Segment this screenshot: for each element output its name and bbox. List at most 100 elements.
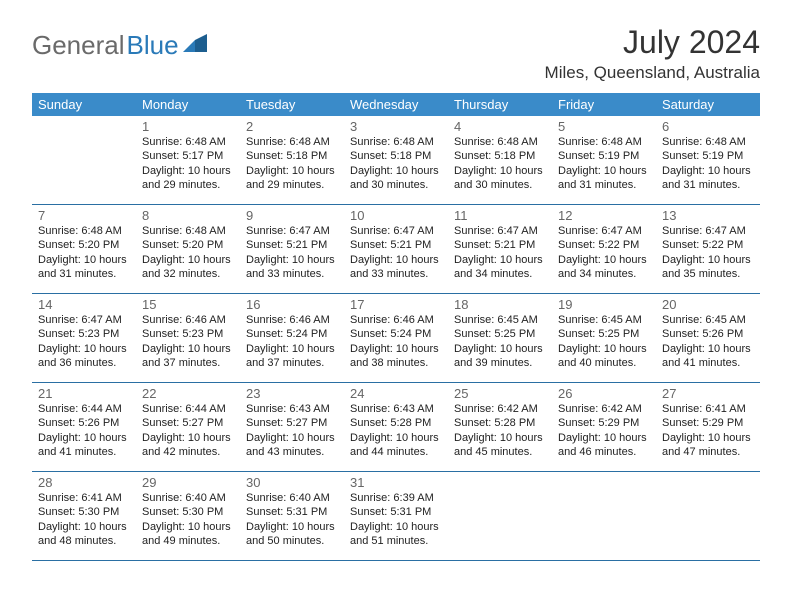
sunset-text: Sunset: 5:27 PM bbox=[142, 416, 234, 430]
sunrise-text: Sunrise: 6:40 AM bbox=[142, 491, 234, 505]
daylight-text: Daylight: 10 hours and 43 minutes. bbox=[246, 431, 338, 460]
sunset-text: Sunset: 5:23 PM bbox=[142, 327, 234, 341]
dayname-cell: Sunday bbox=[32, 93, 136, 116]
day-cell: 10Sunrise: 6:47 AMSunset: 5:21 PMDayligh… bbox=[344, 205, 448, 293]
daylight-text: Daylight: 10 hours and 37 minutes. bbox=[142, 342, 234, 371]
day-number: 9 bbox=[246, 208, 338, 223]
daylight-text: Daylight: 10 hours and 34 minutes. bbox=[454, 253, 546, 282]
sunset-text: Sunset: 5:23 PM bbox=[38, 327, 130, 341]
day-number: 17 bbox=[350, 297, 442, 312]
day-cell: 9Sunrise: 6:47 AMSunset: 5:21 PMDaylight… bbox=[240, 205, 344, 293]
sunset-text: Sunset: 5:17 PM bbox=[142, 149, 234, 163]
sunset-text: Sunset: 5:21 PM bbox=[246, 238, 338, 252]
day-number: 3 bbox=[350, 119, 442, 134]
sunrise-text: Sunrise: 6:40 AM bbox=[246, 491, 338, 505]
sunset-text: Sunset: 5:19 PM bbox=[662, 149, 754, 163]
week-row: 1Sunrise: 6:48 AMSunset: 5:17 PMDaylight… bbox=[32, 116, 760, 205]
day-number: 5 bbox=[558, 119, 650, 134]
sunrise-text: Sunrise: 6:48 AM bbox=[558, 135, 650, 149]
sunset-text: Sunset: 5:25 PM bbox=[454, 327, 546, 341]
daylight-text: Daylight: 10 hours and 32 minutes. bbox=[142, 253, 234, 282]
sunset-text: Sunset: 5:25 PM bbox=[558, 327, 650, 341]
daylight-text: Daylight: 10 hours and 48 minutes. bbox=[38, 520, 130, 549]
sunrise-text: Sunrise: 6:48 AM bbox=[454, 135, 546, 149]
sunset-text: Sunset: 5:31 PM bbox=[350, 505, 442, 519]
sunset-text: Sunset: 5:18 PM bbox=[350, 149, 442, 163]
sunrise-text: Sunrise: 6:48 AM bbox=[142, 224, 234, 238]
sunrise-text: Sunrise: 6:43 AM bbox=[350, 402, 442, 416]
day-cell: 15Sunrise: 6:46 AMSunset: 5:23 PMDayligh… bbox=[136, 294, 240, 382]
day-cell: 29Sunrise: 6:40 AMSunset: 5:30 PMDayligh… bbox=[136, 472, 240, 560]
day-number: 2 bbox=[246, 119, 338, 134]
sunrise-text: Sunrise: 6:45 AM bbox=[454, 313, 546, 327]
dayname-cell: Saturday bbox=[656, 93, 760, 116]
day-cell: 2Sunrise: 6:48 AMSunset: 5:18 PMDaylight… bbox=[240, 116, 344, 204]
day-number: 26 bbox=[558, 386, 650, 401]
sunrise-text: Sunrise: 6:42 AM bbox=[558, 402, 650, 416]
day-cell: 25Sunrise: 6:42 AMSunset: 5:28 PMDayligh… bbox=[448, 383, 552, 471]
location-text: Miles, Queensland, Australia bbox=[545, 63, 760, 83]
dayname-row: SundayMondayTuesdayWednesdayThursdayFrid… bbox=[32, 93, 760, 116]
week-row: 7Sunrise: 6:48 AMSunset: 5:20 PMDaylight… bbox=[32, 205, 760, 294]
day-cell: 20Sunrise: 6:45 AMSunset: 5:26 PMDayligh… bbox=[656, 294, 760, 382]
daylight-text: Daylight: 10 hours and 33 minutes. bbox=[350, 253, 442, 282]
daylight-text: Daylight: 10 hours and 31 minutes. bbox=[38, 253, 130, 282]
daylight-text: Daylight: 10 hours and 29 minutes. bbox=[142, 164, 234, 193]
day-number: 21 bbox=[38, 386, 130, 401]
sunset-text: Sunset: 5:30 PM bbox=[38, 505, 130, 519]
daylight-text: Daylight: 10 hours and 31 minutes. bbox=[662, 164, 754, 193]
day-cell: 3Sunrise: 6:48 AMSunset: 5:18 PMDaylight… bbox=[344, 116, 448, 204]
day-cell: 23Sunrise: 6:43 AMSunset: 5:27 PMDayligh… bbox=[240, 383, 344, 471]
daylight-text: Daylight: 10 hours and 41 minutes. bbox=[662, 342, 754, 371]
daylight-text: Daylight: 10 hours and 33 minutes. bbox=[246, 253, 338, 282]
sunset-text: Sunset: 5:28 PM bbox=[454, 416, 546, 430]
sunrise-text: Sunrise: 6:46 AM bbox=[350, 313, 442, 327]
daylight-text: Daylight: 10 hours and 38 minutes. bbox=[350, 342, 442, 371]
daylight-text: Daylight: 10 hours and 51 minutes. bbox=[350, 520, 442, 549]
daylight-text: Daylight: 10 hours and 31 minutes. bbox=[558, 164, 650, 193]
daylight-text: Daylight: 10 hours and 46 minutes. bbox=[558, 431, 650, 460]
daylight-text: Daylight: 10 hours and 35 minutes. bbox=[662, 253, 754, 282]
daylight-text: Daylight: 10 hours and 49 minutes. bbox=[142, 520, 234, 549]
daylight-text: Daylight: 10 hours and 45 minutes. bbox=[454, 431, 546, 460]
sunrise-text: Sunrise: 6:43 AM bbox=[246, 402, 338, 416]
sunrise-text: Sunrise: 6:41 AM bbox=[38, 491, 130, 505]
logo-text-blue: Blue bbox=[127, 30, 179, 61]
day-cell: 6Sunrise: 6:48 AMSunset: 5:19 PMDaylight… bbox=[656, 116, 760, 204]
day-number: 16 bbox=[246, 297, 338, 312]
daylight-text: Daylight: 10 hours and 50 minutes. bbox=[246, 520, 338, 549]
day-cell: 11Sunrise: 6:47 AMSunset: 5:21 PMDayligh… bbox=[448, 205, 552, 293]
sunset-text: Sunset: 5:27 PM bbox=[246, 416, 338, 430]
day-cell: 28Sunrise: 6:41 AMSunset: 5:30 PMDayligh… bbox=[32, 472, 136, 560]
day-number: 1 bbox=[142, 119, 234, 134]
daylight-text: Daylight: 10 hours and 41 minutes. bbox=[38, 431, 130, 460]
day-cell: 13Sunrise: 6:47 AMSunset: 5:22 PMDayligh… bbox=[656, 205, 760, 293]
empty-cell bbox=[552, 472, 656, 560]
daylight-text: Daylight: 10 hours and 30 minutes. bbox=[454, 164, 546, 193]
sunrise-text: Sunrise: 6:47 AM bbox=[38, 313, 130, 327]
daylight-text: Daylight: 10 hours and 40 minutes. bbox=[558, 342, 650, 371]
day-cell: 21Sunrise: 6:44 AMSunset: 5:26 PMDayligh… bbox=[32, 383, 136, 471]
dayname-cell: Friday bbox=[552, 93, 656, 116]
day-number: 30 bbox=[246, 475, 338, 490]
week-row: 28Sunrise: 6:41 AMSunset: 5:30 PMDayligh… bbox=[32, 472, 760, 561]
day-number: 7 bbox=[38, 208, 130, 223]
sunset-text: Sunset: 5:24 PM bbox=[350, 327, 442, 341]
day-number: 12 bbox=[558, 208, 650, 223]
day-cell: 19Sunrise: 6:45 AMSunset: 5:25 PMDayligh… bbox=[552, 294, 656, 382]
day-number: 6 bbox=[662, 119, 754, 134]
sunrise-text: Sunrise: 6:46 AM bbox=[142, 313, 234, 327]
sunrise-text: Sunrise: 6:48 AM bbox=[142, 135, 234, 149]
sunset-text: Sunset: 5:29 PM bbox=[558, 416, 650, 430]
sunset-text: Sunset: 5:24 PM bbox=[246, 327, 338, 341]
day-number: 19 bbox=[558, 297, 650, 312]
day-number: 23 bbox=[246, 386, 338, 401]
day-cell: 14Sunrise: 6:47 AMSunset: 5:23 PMDayligh… bbox=[32, 294, 136, 382]
dayname-cell: Monday bbox=[136, 93, 240, 116]
sunset-text: Sunset: 5:29 PM bbox=[662, 416, 754, 430]
daylight-text: Daylight: 10 hours and 36 minutes. bbox=[38, 342, 130, 371]
daylight-text: Daylight: 10 hours and 30 minutes. bbox=[350, 164, 442, 193]
sunset-text: Sunset: 5:22 PM bbox=[662, 238, 754, 252]
empty-cell bbox=[448, 472, 552, 560]
day-number: 11 bbox=[454, 208, 546, 223]
